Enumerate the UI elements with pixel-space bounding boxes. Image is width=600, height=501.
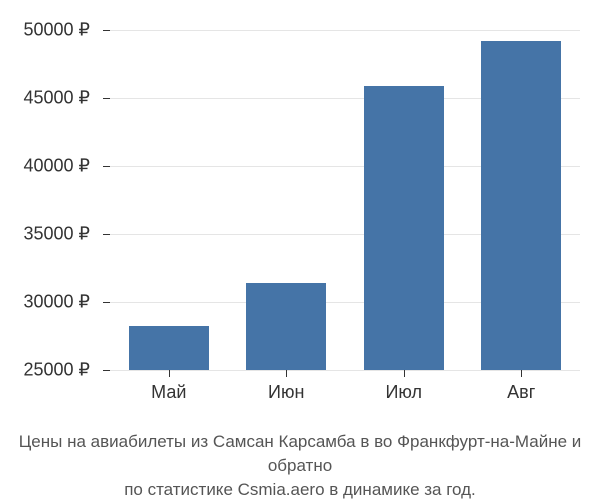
x-tick-label: Июл (385, 382, 422, 403)
caption-line-2: по статистике Csmia.aero в динамике за г… (0, 478, 600, 501)
y-tick-mark (103, 166, 110, 167)
x-tick-mark (521, 370, 522, 377)
x-tick-label: Май (151, 382, 186, 403)
bar (246, 283, 326, 370)
y-tick-label: 30000 ₽ (23, 292, 90, 313)
x-tick-mark (169, 370, 170, 377)
bar (481, 41, 561, 370)
x-tick-mark (404, 370, 405, 377)
y-tick-mark (103, 98, 110, 99)
gridline (110, 30, 580, 31)
bar (364, 86, 444, 370)
x-tick-mark (286, 370, 287, 377)
y-tick-mark (103, 370, 110, 371)
y-tick-mark (103, 234, 110, 235)
x-tick-label: Июн (268, 382, 304, 403)
x-axis: Май Июн Июл Авг (110, 370, 580, 410)
y-tick-label: 40000 ₽ (23, 156, 90, 177)
y-tick-mark (103, 302, 110, 303)
chart-caption: Цены на авиабилеты из Самсан Карсамба в … (0, 430, 600, 501)
y-tick-mark (103, 30, 110, 31)
y-tick-label: 35000 ₽ (23, 224, 90, 245)
x-tick-label: Авг (507, 382, 535, 403)
y-tick-label: 25000 ₽ (23, 360, 90, 381)
bar (129, 326, 209, 370)
y-axis: 25000 ₽30000 ₽35000 ₽40000 ₽45000 ₽50000… (0, 30, 100, 370)
plot-area (110, 30, 580, 370)
caption-line-1: Цены на авиабилеты из Самсан Карсамба в … (0, 430, 600, 478)
y-tick-label: 50000 ₽ (23, 20, 90, 41)
price-chart: 25000 ₽ 30000 ₽ 35000 ₽ 40000 ₽ 45000 ₽ 50000… (0, 20, 600, 420)
y-tick-label: 45000 ₽ (23, 88, 90, 109)
